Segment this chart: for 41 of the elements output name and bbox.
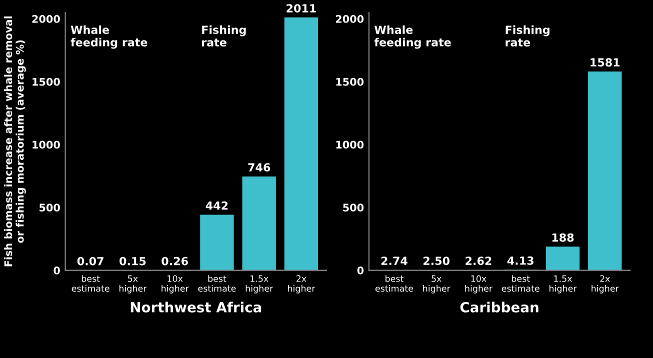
y-tick-label: 1500 [32,78,60,86]
x-axis-title: Northwest Africa [130,302,262,312]
data-label: 0.15 [120,256,146,266]
annotation: Whale feeding rate [374,25,451,49]
x-tick-label: 2x higher [592,275,619,294]
data-label: 188 [552,233,574,242]
data-label: 2.74 [381,256,408,265]
x-tick-label: 5x higher [423,275,450,294]
data-label: 2011 [286,4,316,13]
annotation: Whale feeding rate [70,25,148,49]
data-label: 2.62 [466,256,492,266]
y-tick-label: 1000 [32,140,60,149]
y-tick-label: 1000 [336,140,364,149]
x-tick-label: 10x higher [162,275,189,294]
x-tick-label: best estimate [375,275,414,292]
x-axis-title: Caribbean [460,302,538,312]
x-tick-label: 1.5x higher [550,275,577,294]
data-label: 4.13 [507,256,534,265]
annotation: Fishing rate [202,25,246,47]
y-tick-label: 0 [357,266,364,274]
data-label: 1581 [590,58,620,67]
y-tick-label: 0 [54,266,60,274]
data-label: 442 [206,201,228,210]
y-axis-title: Fish biomass increase after whale removal or fishing moratorium (average %) [4,16,26,266]
data-label: 0.26 [162,256,188,266]
y-tick-label: 500 [343,204,364,212]
y-tick-label: 500 [40,204,60,212]
x-tick-label: best estimate [502,275,540,292]
data-label: 746 [248,163,270,172]
y-tick-label: 1500 [336,78,364,86]
y-tick-label: 2000 [32,15,60,23]
data-label: 0.07 [77,256,104,266]
data-label: 2.50 [424,256,450,266]
y-tick-label: 2000 [336,15,364,23]
x-tick-label: 10x higher [465,275,493,294]
x-tick-label: 5x higher [119,275,147,294]
annotation: Fishing rate [506,25,550,47]
x-tick-label: 1.5x higher [246,275,274,294]
x-tick-label: best estimate [72,275,110,292]
x-tick-label: best estimate [198,275,236,292]
x-tick-label: 2x higher [288,275,316,294]
